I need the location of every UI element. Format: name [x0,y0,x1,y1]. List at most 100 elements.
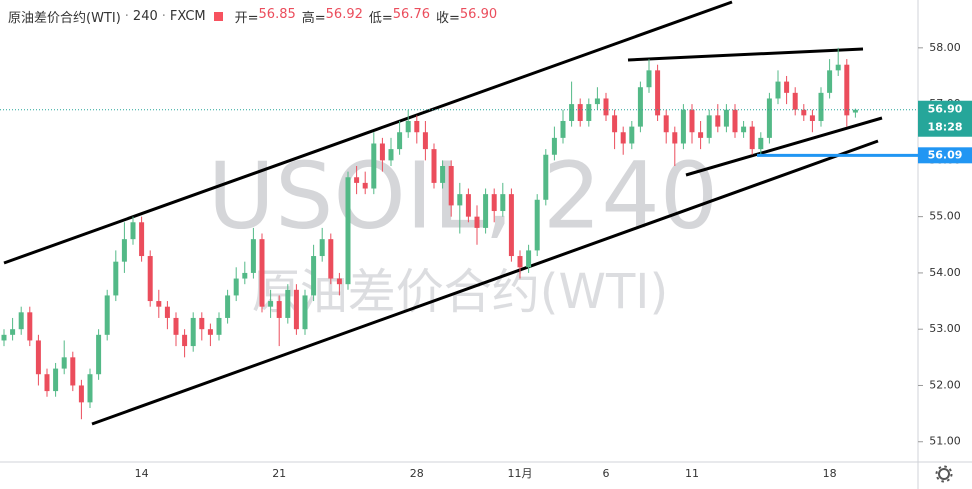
candle-body [749,126,755,150]
y-tick-label: 51.00 [929,435,961,448]
y-tick-label: 53.00 [929,322,961,335]
candle-body [293,289,299,330]
candle-body [620,132,626,144]
candle-body [517,256,523,268]
y-tick-label: 54.00 [929,266,961,279]
candle-body [732,109,738,133]
candle-body [663,115,669,133]
candle-body [96,334,102,375]
candle-body [457,194,463,206]
candle-body [104,295,110,335]
candle-body [715,115,721,127]
candle-body [448,166,454,206]
separator: · [161,9,166,24]
candle-body [612,115,618,133]
candle-body [10,329,16,335]
candle-body [379,143,385,161]
candle-body [388,149,394,161]
candle-body [758,137,764,150]
x-tick-label: 11 [685,467,699,480]
x-tick-label: 18 [823,467,837,480]
trendline [627,47,864,62]
candle-body [440,166,446,183]
candle-body [672,132,678,144]
y-tick-label: 55.00 [929,210,961,223]
candle-body [827,70,833,93]
candle-body [500,194,506,212]
candle-body [422,132,428,150]
candle-body [741,126,747,133]
candle-body [594,98,600,105]
candle-body [345,177,351,285]
candle-body [121,239,127,262]
candle-body [233,278,239,296]
watermark: USOIL, 240 [208,142,719,249]
trendline [91,139,879,426]
candle-body [586,104,592,121]
candle-body [569,104,575,121]
trendlines [3,0,883,426]
level-tag [918,147,972,164]
candle-body [680,109,686,144]
candle-body [173,317,179,335]
candle-body [216,317,222,335]
candle-body [766,98,772,138]
candle-body [285,289,291,318]
candle-body [156,301,162,307]
gear[interactable] [938,468,950,480]
candle-body [362,182,368,189]
y-tick-label: 52.00 [929,378,961,391]
candle-body [414,120,420,133]
last-price-tag [918,100,972,137]
candle-body [354,177,360,183]
candle-body [784,81,790,93]
candle-body [706,115,712,138]
candle-body [655,70,661,116]
trendline [3,0,733,265]
candle-body [698,132,704,138]
candle-body [809,115,815,121]
candle-body [53,368,59,392]
x-tick-label: 6 [603,467,610,480]
ohlc-label: 收= [436,11,460,26]
candle-body [259,239,265,307]
ohlc-value: 56.90 [459,7,498,22]
candle-body [147,256,153,302]
candle-body [689,109,695,133]
candle-body [637,87,643,127]
candle-body [250,239,256,273]
candle-body [164,306,170,318]
candle-body [852,109,858,113]
candle-body [723,109,729,127]
candle-body [311,256,317,296]
candle-body [405,120,411,133]
x-tick-label: 21 [272,467,286,480]
gear-teeth[interactable] [935,465,953,483]
candle-body [113,261,119,296]
candle-body [319,239,325,257]
candle-body [371,143,377,189]
candle-body [225,295,231,318]
countdown: 18:28 [927,121,962,134]
candle-body [190,317,196,347]
candle-body [302,295,308,330]
candle-body [629,126,635,144]
candle-body [431,149,437,183]
x-tick-label: 28 [410,467,424,480]
candle-body [61,357,67,369]
candle-body [44,374,50,392]
ohlc-label: 高= [301,11,326,26]
settings-icon[interactable] [935,465,953,483]
candle-body [508,194,514,257]
status-icon [213,12,223,21]
candle-body [491,194,497,212]
candle-body [328,239,334,279]
candle-body [560,120,566,138]
candle-body [130,222,136,240]
candle-body [139,222,145,257]
last-price-label: 56.90 [928,103,963,116]
candle-body [199,317,205,330]
candle-body [87,374,93,403]
candle-body [526,250,532,268]
y-tick-label: 58.00 [929,41,961,54]
